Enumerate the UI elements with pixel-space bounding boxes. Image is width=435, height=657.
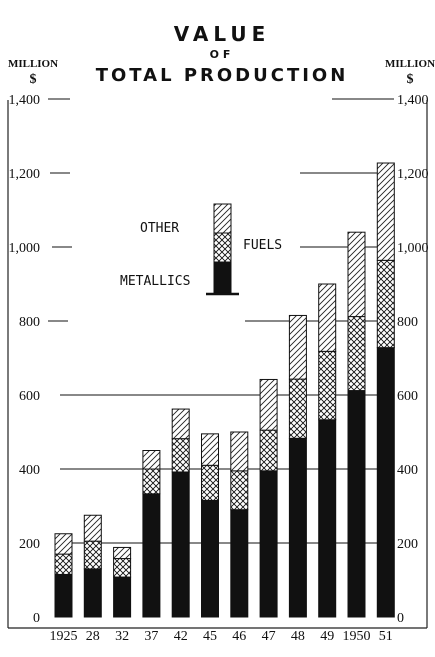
bar-metallics (231, 510, 248, 617)
legend: OTHER FUELS METALLICS (120, 204, 282, 294)
legend-swatch-other (214, 204, 231, 233)
x-category-label: 45 (203, 629, 217, 644)
x-category-label: 28 (86, 629, 100, 644)
bar-other (260, 379, 277, 430)
legend-label-other: OTHER (140, 221, 179, 236)
bar-other (143, 451, 160, 470)
bar-other (84, 515, 101, 541)
bar-fuels (289, 379, 306, 438)
x-category-label: 42 (174, 629, 188, 644)
bar-metallics (202, 500, 219, 617)
bar-metallics (348, 391, 365, 617)
bar-metallics (114, 577, 131, 617)
y-unit-left-line-1: MILLION (8, 58, 58, 70)
bar-fuels (319, 351, 336, 419)
bar-other (202, 434, 219, 465)
y-tick-left: 800 (19, 315, 40, 330)
y-tick-left: 600 (19, 389, 40, 404)
bar-metallics (84, 569, 101, 617)
bar-metallics (143, 494, 160, 617)
chart-title-line-1: VALUE (174, 22, 271, 46)
bar-other (319, 284, 336, 351)
y-tick-left: 200 (19, 537, 40, 552)
y-unit-right-line-1: MILLION (385, 58, 435, 70)
x-category-label: 48 (291, 629, 305, 644)
bar-fuels (348, 317, 365, 391)
bar-fuels (172, 439, 189, 472)
y-tick-left: 1,400 (9, 93, 41, 108)
bar-fuels (377, 260, 394, 347)
grid-layer (48, 99, 394, 543)
bar-metallics (377, 348, 394, 617)
x-category-label: 47 (262, 629, 276, 644)
y-tick-right: 200 (397, 537, 418, 552)
bar-metallics (289, 438, 306, 617)
bar-metallics (172, 472, 189, 617)
y-unit-left-line-2: $ (30, 72, 37, 87)
y-tick-right: 1,000 (397, 241, 429, 256)
y-tick-right: 1,200 (397, 167, 429, 182)
x-category-label: 1925 (50, 629, 78, 644)
bar-fuels (84, 541, 101, 569)
bar-metallics (55, 574, 72, 617)
x-category-label: 51 (379, 629, 393, 644)
bar-other (348, 232, 365, 316)
bar-fuels (143, 469, 160, 494)
bar-other (231, 432, 248, 471)
x-category-label: 32 (115, 629, 129, 644)
x-category-label: 1950 (343, 629, 371, 644)
bar-fuels (202, 465, 219, 500)
x-category-label: 37 (144, 629, 158, 644)
y-tick-left: 400 (19, 463, 40, 478)
y-tick-right: 400 (397, 463, 418, 478)
y-tick-left: 1,000 (9, 241, 41, 256)
bar-fuels (114, 559, 131, 578)
legend-swatch-fuels (214, 233, 231, 262)
bar-other (55, 534, 72, 554)
y-tick-right: 1,400 (397, 93, 429, 108)
bar-metallics (319, 420, 336, 617)
bar-fuels (55, 554, 72, 574)
bar-other (172, 409, 189, 439)
x-category-label: 46 (232, 629, 246, 644)
chart-title-line-2: OF (210, 48, 235, 61)
bar-other (377, 163, 394, 260)
legend-label-fuels: FUELS (243, 238, 282, 253)
y-tick-left: 1,200 (9, 167, 41, 182)
legend-swatch-metallics (214, 262, 231, 294)
x-category-label: 49 (320, 629, 334, 644)
bar-other (114, 547, 131, 558)
category-labels: 1925 28 32 37 42 45 46 47 48 49 1950 51 (50, 629, 393, 644)
bar-other (289, 315, 306, 379)
bar-fuels (231, 471, 248, 510)
bar-fuels (260, 430, 277, 471)
y-tick-right: 600 (397, 389, 418, 404)
y-tick-right: 0 (397, 611, 404, 626)
y-tick-left: 0 (33, 611, 40, 626)
y-tick-right: 800 (397, 315, 418, 330)
y-unit-right-line-2: $ (407, 72, 414, 87)
legend-label-metallics: METALLICS (120, 274, 190, 289)
bar-metallics (260, 471, 277, 617)
chart-title-line-3: TOTAL PRODUCTION (96, 65, 349, 86)
